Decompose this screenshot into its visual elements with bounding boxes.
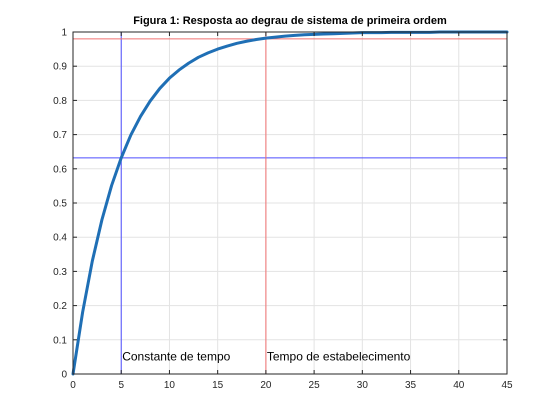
annotation-label: Tempo de estabelecimento [267, 350, 411, 364]
annotations: Constante de tempo Tempo de estabelecimen… [122, 350, 410, 364]
y-tick-label: 0 [61, 370, 67, 381]
y-tick-label: 0.4 [53, 233, 67, 244]
chart-title: Figura 1: Resposta ao degrau de sistema … [133, 15, 447, 27]
x-tick-label: 25 [309, 380, 321, 391]
axes [72, 31, 508, 375]
x-tick-label: 0 [70, 380, 76, 391]
x-tick-label: 15 [212, 380, 224, 391]
y-tick-label: 0.3 [53, 267, 67, 278]
grid [73, 32, 507, 374]
x-tick-label: 45 [501, 380, 513, 391]
reference-lines [73, 32, 507, 374]
tick-labels: 0 5 10 15 20 25 30 35 40 45 0 0.1 0.2 0.3 0.4 0.5 0.6 0.7… [53, 28, 513, 392]
x-tick-label: 10 [164, 380, 176, 391]
x-tick-label: 40 [453, 380, 465, 391]
annotation-label: Constante de tempo [122, 350, 230, 364]
y-tick-label: 0.7 [53, 130, 67, 141]
y-tick-label: 0.2 [53, 301, 67, 312]
y-tick-label: 0.8 [53, 96, 67, 107]
x-tick-label: 30 [357, 380, 369, 391]
x-tick-label: 35 [405, 380, 417, 391]
x-tick-label: 5 [118, 380, 124, 391]
y-tick-label: 1 [61, 28, 67, 39]
y-tick-label: 0.5 [53, 199, 67, 210]
y-tick-label: 0.6 [53, 164, 67, 175]
y-tick-label: 0.1 [53, 335, 67, 346]
x-tick-label: 20 [260, 380, 272, 391]
y-tick-label: 0.9 [53, 62, 67, 73]
